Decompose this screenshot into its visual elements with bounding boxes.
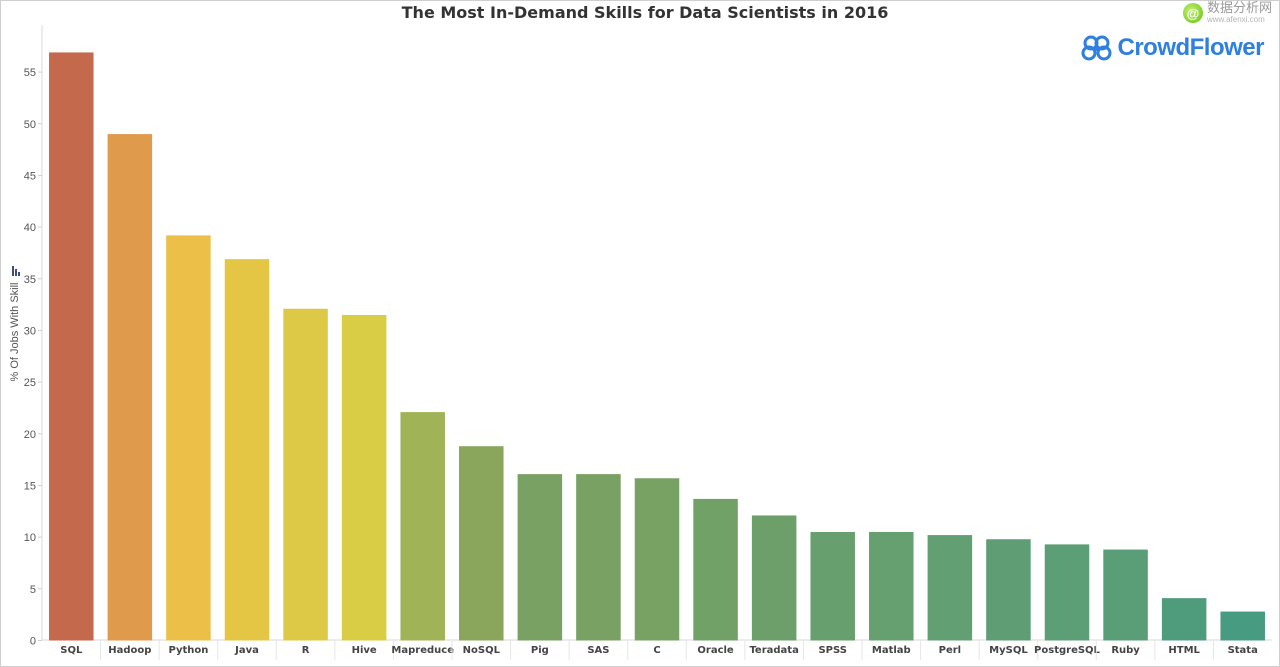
brand-logo: CrowdFlower: [1081, 34, 1264, 62]
x-tick-label: SAS: [587, 645, 609, 656]
bar-pig: [517, 474, 563, 641]
bar-matlab: [869, 531, 914, 641]
chart-type-icon: [12, 266, 20, 276]
y-tick-label: 0: [30, 636, 36, 648]
bar-postgresql: [1044, 544, 1090, 641]
watermark-name: 数据分析网: [1206, 1, 1272, 16]
bar-oracle: [693, 498, 738, 641]
watermark-url: www.afenxi.com: [1206, 15, 1265, 24]
x-tick-label: Hadoop: [108, 645, 151, 656]
bar-perl: [927, 535, 973, 641]
bar-html: [1161, 598, 1207, 641]
bar-stata: [1220, 611, 1265, 641]
watermark: @ 数据分析网 www.afenxi.com: [1182, 1, 1272, 24]
y-tick-label: 45: [24, 170, 36, 182]
bar-ruby: [1103, 549, 1148, 641]
bar-spss: [810, 531, 855, 641]
bar-nosql: [459, 446, 504, 641]
y-tick-label: 55: [24, 67, 36, 79]
y-tick-label: 15: [24, 480, 36, 492]
afenxi-logo-icon: @: [1182, 3, 1203, 23]
bar-teradata: [751, 515, 797, 641]
y-axis-title: % Of Jobs With Skill: [9, 282, 21, 382]
bar-python: [166, 235, 211, 641]
x-tick-label: Pig: [531, 645, 549, 656]
bar-sql: [49, 52, 94, 641]
x-tick-label: Hive: [352, 645, 377, 656]
bar-mapreduce: [400, 412, 445, 641]
bar-hive: [341, 314, 387, 641]
x-tick-label: Python: [168, 645, 208, 656]
y-tick-label: 25: [24, 377, 36, 389]
chart-title: The Most In-Demand Skills for Data Scien…: [401, 3, 889, 22]
x-tick-label: Java: [234, 645, 259, 656]
x-tick-label: MySQL: [989, 645, 1028, 656]
crowdflower-flower-icon: [1081, 35, 1112, 61]
x-tick-label: C: [653, 645, 660, 656]
x-tick-label: Stata: [1228, 645, 1258, 656]
x-tick-label: HTML: [1168, 645, 1200, 656]
bar-mysql: [986, 539, 1031, 641]
y-tick-label: 30: [24, 325, 36, 337]
y-tick-label: 20: [24, 429, 36, 441]
x-tick-label: Mapreduce: [391, 645, 454, 656]
x-tick-label: PostgreSQL: [1034, 645, 1101, 656]
y-tick-label: 5: [30, 584, 36, 596]
bar-r: [283, 308, 328, 641]
y-tick-label: 40: [24, 222, 36, 234]
x-tick-label: R: [302, 645, 310, 656]
bar-java: [224, 259, 270, 641]
x-tick-label: Teradata: [749, 645, 798, 656]
x-tick-label: Matlab: [872, 645, 911, 656]
bar-c: [634, 478, 680, 641]
y-tick-label: 10: [24, 532, 36, 544]
bar-hadoop: [107, 134, 153, 641]
x-tick-label: NoSQL: [463, 645, 501, 656]
y-tick-label: 35: [24, 274, 36, 286]
y-tick-label: 50: [24, 119, 36, 131]
brand-name: CrowdFlower: [1117, 34, 1264, 61]
bar-sas: [576, 474, 621, 641]
x-tick-label: SQL: [60, 645, 83, 656]
x-tick-label: Ruby: [1111, 645, 1140, 656]
x-tick-label: Perl: [939, 645, 961, 656]
x-tick-label: Oracle: [697, 645, 734, 656]
x-tick-label: SPSS: [818, 645, 847, 656]
